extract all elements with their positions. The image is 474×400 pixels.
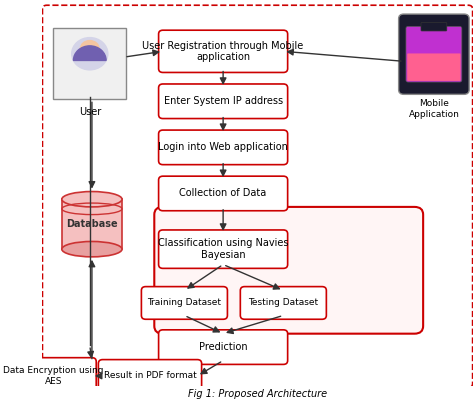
Text: Prediction: Prediction — [199, 342, 247, 352]
Text: Result in PDF format: Result in PDF format — [104, 372, 196, 380]
FancyBboxPatch shape — [406, 26, 462, 82]
FancyBboxPatch shape — [407, 54, 461, 81]
FancyBboxPatch shape — [421, 22, 447, 31]
FancyBboxPatch shape — [159, 130, 288, 165]
Text: Testing Dataset: Testing Dataset — [248, 298, 319, 308]
Text: Data Encryption using
AES: Data Encryption using AES — [3, 366, 103, 386]
Text: User Registration through Mobile
application: User Registration through Mobile applica… — [143, 40, 304, 62]
Text: Mobile
Application: Mobile Application — [409, 99, 459, 119]
FancyBboxPatch shape — [159, 330, 288, 364]
Circle shape — [80, 40, 99, 58]
FancyBboxPatch shape — [159, 84, 288, 118]
FancyBboxPatch shape — [159, 30, 288, 72]
Ellipse shape — [62, 242, 122, 257]
Text: Collection of Data: Collection of Data — [180, 188, 267, 198]
FancyBboxPatch shape — [10, 358, 96, 394]
FancyBboxPatch shape — [159, 176, 288, 211]
FancyBboxPatch shape — [53, 28, 127, 99]
FancyBboxPatch shape — [141, 287, 228, 319]
FancyBboxPatch shape — [62, 199, 122, 249]
Text: Training Dataset: Training Dataset — [147, 298, 221, 308]
Text: Login into Web application: Login into Web application — [158, 142, 288, 152]
FancyBboxPatch shape — [399, 14, 469, 94]
Text: Database: Database — [66, 219, 118, 229]
FancyBboxPatch shape — [155, 207, 423, 334]
FancyBboxPatch shape — [99, 360, 201, 392]
Circle shape — [72, 38, 108, 70]
Text: Enter System IP address: Enter System IP address — [164, 96, 283, 106]
FancyBboxPatch shape — [240, 287, 327, 319]
Wedge shape — [73, 46, 106, 60]
Text: Classification using Navies
Bayesian: Classification using Navies Bayesian — [158, 238, 288, 260]
Ellipse shape — [62, 192, 122, 207]
FancyBboxPatch shape — [159, 230, 288, 268]
Text: User: User — [79, 107, 101, 117]
Text: Fig 1: Proposed Architecture: Fig 1: Proposed Architecture — [188, 389, 327, 399]
